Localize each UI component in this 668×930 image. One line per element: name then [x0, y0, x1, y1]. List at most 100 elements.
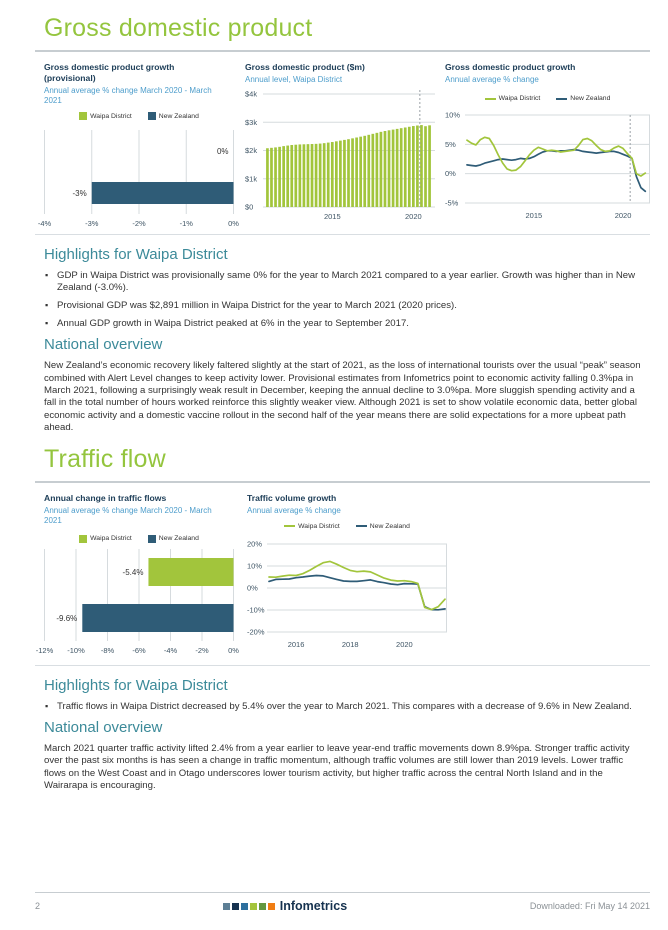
traffic-title-rule: [35, 480, 650, 483]
legend-label: Waipa District: [498, 95, 541, 102]
legend-item-waipa: Waipa District: [484, 95, 541, 102]
chart-legend: Waipa District New Zealand: [44, 112, 234, 120]
footer-rule: [35, 892, 650, 893]
legend-label: New Zealand: [369, 522, 410, 530]
svg-text:0%: 0%: [217, 147, 229, 156]
traffic-overview-heading: National overview: [44, 718, 163, 736]
traffic-section-title: Traffic flow: [44, 444, 166, 473]
traffic-charts-row: Annual change in traffic flows Annual av…: [36, 492, 650, 665]
legend-label: New Zealand: [158, 112, 199, 120]
svg-text:-10%: -10%: [247, 605, 265, 614]
waipa-line-swatch-icon: [284, 525, 296, 528]
highlight-item: Annual GDP growth in Waipa District peak…: [45, 317, 635, 330]
traffic-highlights-section: Highlights for Waipa District Traffic fl…: [35, 664, 650, 793]
gdp-highlights-heading: Highlights for Waipa District: [44, 246, 228, 263]
svg-text:-20%: -20%: [247, 627, 265, 636]
svg-text:5%: 5%: [445, 140, 456, 149]
chart-legend: Waipa District New Zealand: [247, 523, 447, 530]
gdp-growth-line-chart: Gross domestic product growth Annual ave…: [445, 62, 650, 234]
page-content: Gross domestic product Gross domestic pr…: [0, 0, 668, 793]
gdp-section-title: Gross domestic product: [44, 14, 313, 42]
highlight-item: Provisional GDP was $2,891 million in Wa…: [45, 299, 635, 312]
chart-subtitle: Annual level, Waipa District: [245, 75, 343, 84]
traffic-highlights-heading: Highlights for Waipa District: [44, 676, 228, 694]
chart-subtitle: Annual average % change: [247, 505, 341, 515]
svg-text:2015: 2015: [526, 211, 543, 220]
svg-text:20%: 20%: [247, 539, 262, 548]
svg-text:2020: 2020: [615, 211, 632, 220]
traffic-change-bar-chart: Annual change in traffic flows Annual av…: [36, 492, 240, 665]
chart-subtitle: Annual average % change March 2020 - Mar…: [44, 86, 212, 105]
svg-text:0%: 0%: [228, 219, 239, 228]
nz-swatch-icon: [147, 112, 156, 120]
chart-legend: Waipa District New Zealand: [44, 534, 234, 543]
svg-text:-2%: -2%: [195, 646, 209, 655]
svg-text:$1k: $1k: [245, 174, 257, 183]
svg-text:0%: 0%: [445, 169, 456, 178]
traffic-overview-text: March 2021 quarter traffic activity lift…: [44, 742, 630, 792]
legend-label: Waipa District: [90, 535, 132, 543]
svg-text:0%: 0%: [247, 583, 258, 592]
legend-label: Waipa District: [298, 522, 340, 530]
svg-text:-9.6%: -9.6%: [56, 614, 77, 623]
gdp-charts-row: Gross domestic product growth (provision…: [38, 62, 650, 234]
traffic-highlights-list: Traffic flows in Waipa District decrease…: [44, 700, 650, 713]
waipa-line-swatch-icon: [484, 97, 496, 100]
svg-text:$0: $0: [245, 203, 253, 212]
svg-text:-4%: -4%: [38, 219, 52, 228]
chart-plot: 10% 5% 0% -5% 2015 2020: [445, 110, 650, 221]
chart-title: Gross domestic product ($m): [245, 62, 365, 72]
infometrics-logo-squares-icon: [222, 902, 275, 910]
svg-text:10%: 10%: [247, 561, 262, 570]
chart-title: Traffic volume growth: [247, 492, 337, 503]
chart-legend: Waipa District New Zealand: [445, 95, 650, 102]
highlight-item: GDP in Waipa District was provisionally …: [45, 269, 635, 295]
svg-text:-5%: -5%: [445, 199, 459, 208]
legend-item-waipa: Waipa District: [79, 112, 132, 120]
infometrics-logo: Infometrics: [222, 899, 348, 913]
highlight-item: Traffic flows in Waipa District decrease…: [45, 700, 635, 713]
svg-text:$2k: $2k: [245, 146, 257, 155]
svg-text:-1%: -1%: [180, 219, 194, 228]
chart-subtitle: Annual average % change March 2020 - Mar…: [44, 505, 212, 525]
svg-text:-3%: -3%: [85, 219, 99, 228]
waipa-swatch-icon: [79, 534, 88, 543]
gdp-highlights-section: Highlights for Waipa District GDP in Wai…: [35, 234, 650, 435]
nz-swatch-icon: [147, 534, 156, 543]
chart-plot: -12% -10% -8% -6% -4% -2% 0% -5.4% -9.6%: [36, 548, 239, 656]
legend-label: New Zealand: [570, 95, 611, 102]
svg-text:2015: 2015: [324, 212, 341, 221]
page-number: 2: [35, 901, 41, 911]
infometrics-logo-text: Infometrics: [279, 899, 348, 913]
gdp-overview-text: New Zealand’s economic recovery likely f…: [44, 360, 641, 434]
legend-item-nz: New Zealand: [147, 112, 199, 120]
svg-text:-12%: -12%: [36, 646, 54, 655]
legend-item-waipa: Waipa District: [79, 534, 132, 543]
gdp-highlights-list: GDP in Waipa District was provisionally …: [44, 269, 650, 330]
legend-item-waipa: Waipa District: [284, 523, 340, 530]
chart-plot: 20% 10% 0% -10% -20% 2016 2018 2020: [247, 539, 447, 650]
svg-text:10%: 10%: [445, 111, 460, 120]
svg-text:2020: 2020: [396, 640, 413, 649]
svg-text:-2%: -2%: [132, 219, 146, 228]
chart-title: Gross domestic product growth (provision…: [44, 62, 175, 83]
footer: 2 Infometrics Downloaded: Fri May 14 202…: [35, 899, 650, 913]
svg-text:-8%: -8%: [101, 646, 115, 655]
waipa-swatch-icon: [79, 112, 88, 120]
svg-text:$4k: $4k: [245, 90, 257, 99]
gdp-level-bar-chart: Gross domestic product ($m) Annual level…: [245, 62, 435, 234]
chart-title: Annual change in traffic flows: [44, 492, 167, 503]
svg-text:$3k: $3k: [245, 118, 257, 127]
svg-text:2020: 2020: [405, 212, 422, 221]
svg-text:2018: 2018: [342, 640, 359, 649]
legend-label: New Zealand: [158, 535, 199, 543]
gdp-growth-provisional-bar-chart: Gross domestic product growth (provision…: [38, 62, 239, 234]
nz-line-swatch-icon: [355, 525, 367, 528]
chart-plot: -4% -3% -2% -1% 0% 0% -3%: [38, 130, 239, 229]
gdp-overview-heading: National overview: [44, 336, 163, 354]
chart-subtitle: Annual average % change: [445, 75, 539, 84]
svg-text:-5.4%: -5.4%: [123, 568, 144, 577]
svg-text:0%: 0%: [228, 646, 239, 655]
chart-title: Gross domestic product growth: [445, 62, 576, 72]
